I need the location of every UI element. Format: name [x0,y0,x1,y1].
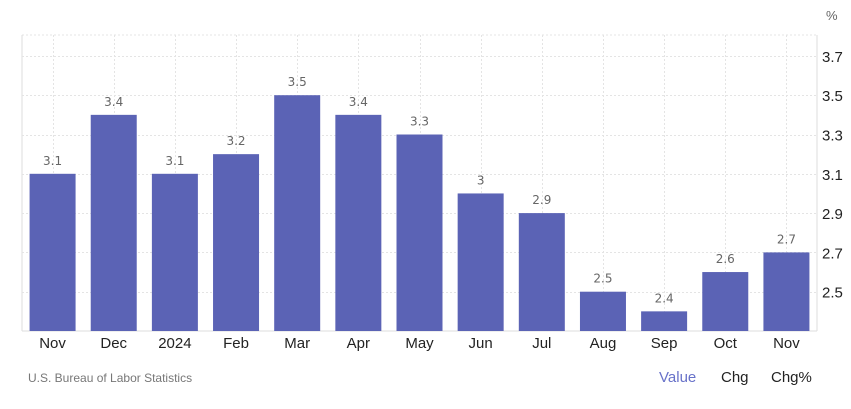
toggle-value[interactable]: Value [659,369,697,386]
bar [151,173,198,331]
x-axis-labels: Nov Dec 2024 Feb Mar Apr May Jun Jul Aug Sep Oct Nov [39,335,800,352]
bar-value-label: 3.4 [104,95,123,109]
bar-value-label: 3.2 [226,134,245,148]
bar [335,114,382,331]
bar [641,311,688,331]
toggle-chg[interactable]: Chg [721,369,749,386]
x-axis-tick-label: Feb [223,335,249,352]
y-axis-tick-label: 3.7 [822,49,843,66]
x-axis-tick-label: Nov [773,335,800,352]
x-axis-tick-label: Nov [39,335,66,352]
bar [90,114,137,331]
bar-value-label: 2.9 [532,193,551,207]
y-axis-unit: % [826,8,838,23]
toggle-chg-percent[interactable]: Chg% [771,369,812,386]
value-labels: 3.1 3.4 3.1 3.2 3.5 3.4 3.3 3 2.9 2.5 2.4 2.6 2.7 [43,75,796,305]
bar-value-label: 3.1 [165,154,184,168]
y-axis-tick-label: 2.5 [822,285,843,302]
bar [213,154,260,331]
bar-value-label: 2.4 [655,291,674,305]
bars [29,95,810,331]
y-axis-tick-label: 3.3 [822,128,843,145]
x-axis-tick-label: Oct [714,335,738,352]
bar-value-label: 2.6 [716,252,735,266]
bar-value-label: 2.5 [593,272,612,286]
bar-value-label: 3.1 [43,154,62,168]
bar-value-label: 2.7 [777,232,796,246]
x-axis-tick-label: Dec [100,335,127,352]
x-axis-tick-label: Aug [590,335,617,352]
bar [518,213,565,331]
x-axis-tick-label: May [405,335,434,352]
y-axis-tick-label: 2.7 [822,245,843,262]
y-axis-tick-label: 2.9 [822,206,843,223]
x-axis-tick-label: 2024 [158,335,191,352]
bar [396,134,443,331]
x-axis-tick-label: Apr [347,335,370,352]
bar-value-label: 3.3 [410,115,429,129]
y-axis-labels: 2.5 2.7 2.9 3.1 3.3 3.5 3.7 [822,49,843,302]
view-toggle-group: Value Chg Chg% [0,369,851,389]
bar-value-label: 3.4 [349,95,368,109]
y-axis-tick-label: 3.5 [822,88,843,105]
y-axis-tick-label: 3.1 [822,167,843,184]
x-axis-tick-label: Jul [532,335,551,352]
x-axis-tick-label: Mar [284,335,310,352]
bar-value-label: 3.5 [288,75,307,89]
bar [457,193,504,331]
source-label: U.S. Bureau of Labor Statistics [28,371,193,385]
bar [763,252,810,331]
bar [702,272,749,331]
bar [579,291,626,331]
x-axis-tick-label: Jun [469,335,493,352]
bar [274,95,321,331]
bar [29,173,76,331]
bar-value-label: 3 [477,173,485,187]
x-axis-tick-label: Sep [651,335,678,352]
